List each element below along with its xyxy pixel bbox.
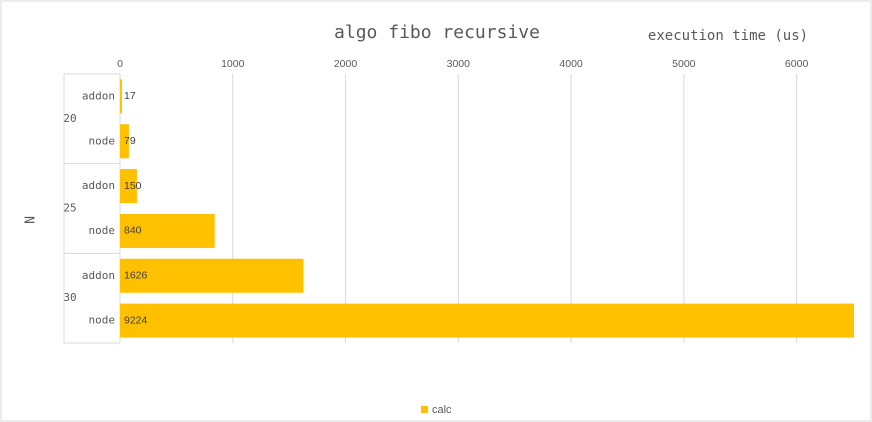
bar bbox=[120, 303, 854, 338]
group-label: 30 bbox=[63, 291, 76, 304]
legend-label: calc bbox=[432, 404, 452, 416]
bar bbox=[120, 169, 137, 204]
y-tick-label: node bbox=[89, 314, 116, 327]
x-tick-label: 4000 bbox=[559, 58, 583, 70]
group-label: 25 bbox=[63, 202, 76, 215]
bar bbox=[120, 79, 122, 114]
y-tick-label: node bbox=[89, 134, 116, 147]
legend-swatch bbox=[421, 406, 428, 413]
x-axis-label: execution time (us) bbox=[648, 28, 808, 44]
data-label: 9224 bbox=[124, 314, 148, 326]
x-tick-label: 6000 bbox=[785, 58, 809, 70]
bar bbox=[120, 124, 129, 159]
x-tick-label: 3000 bbox=[447, 58, 471, 70]
data-label: 840 bbox=[124, 225, 142, 237]
chart-title: algo fibo recursive bbox=[334, 22, 540, 43]
y-tick-label: addon bbox=[82, 179, 115, 192]
y-axis-label: N bbox=[24, 216, 39, 224]
bar bbox=[120, 213, 215, 248]
data-label: 150 bbox=[124, 180, 142, 192]
data-label: 1626 bbox=[124, 270, 148, 282]
y-tick-label: addon bbox=[82, 89, 115, 102]
data-label: 17 bbox=[124, 90, 136, 102]
x-tick-label: 0 bbox=[117, 58, 123, 70]
plot-area bbox=[120, 79, 854, 338]
group-label: 20 bbox=[63, 112, 76, 125]
bar bbox=[120, 258, 304, 293]
y-tick-label: addon bbox=[82, 269, 115, 282]
x-tick-label: 1000 bbox=[221, 58, 245, 70]
y-tick-label: node bbox=[89, 224, 116, 237]
data-label: 79 bbox=[124, 135, 136, 147]
x-tick-label: 2000 bbox=[334, 58, 358, 70]
x-tick-label: 5000 bbox=[672, 58, 696, 70]
